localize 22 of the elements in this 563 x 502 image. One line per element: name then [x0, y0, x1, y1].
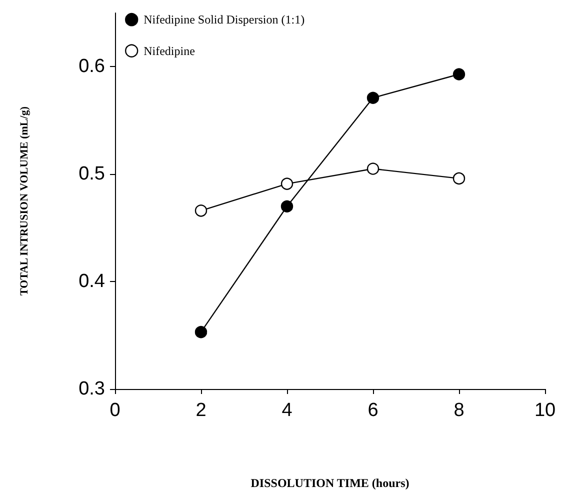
x-axis-title: DISSOLUTION TIME (hours)	[250, 476, 410, 490]
point	[452, 68, 466, 80]
x-tick-label: 4	[282, 400, 293, 421]
legend-label: Nifedipine	[144, 44, 195, 58]
point	[452, 172, 466, 185]
x-tick-label: 6	[368, 400, 378, 421]
point	[194, 204, 208, 217]
y-tick-label: 0.6	[78, 56, 105, 78]
x-tick-label: 8	[454, 400, 464, 421]
legend-label: Nifedipine Solid Dispersion (1:1)	[144, 12, 305, 27]
point	[194, 326, 208, 338]
point	[280, 200, 294, 212]
x-tick-label: 10	[534, 400, 556, 421]
point	[280, 178, 294, 190]
y-tick-label: 0.3	[78, 378, 105, 400]
y-tick-label: 0.4	[78, 271, 106, 292]
x-tick-label: 0	[110, 400, 120, 421]
y-axis-title: TOTAL INTRUSION VOLUME (mL/g)	[18, 106, 30, 296]
point	[366, 162, 380, 175]
x-tick-label: 2	[196, 400, 206, 421]
y-tick-label: 0.5	[78, 164, 105, 185]
point	[366, 92, 380, 104]
